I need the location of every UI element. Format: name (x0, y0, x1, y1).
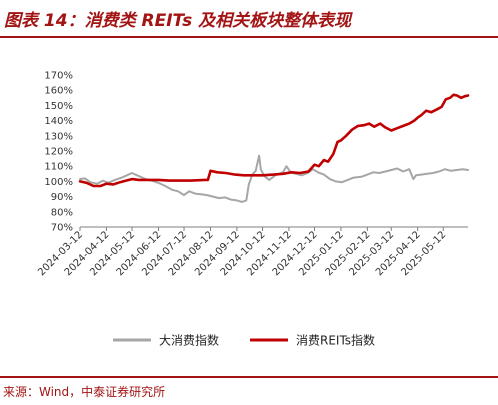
y-tick-label: 160% (44, 86, 73, 97)
y-tick-label: 70% (51, 223, 73, 234)
y-tick-label: 150% (44, 101, 73, 112)
title-divider (0, 36, 498, 38)
y-tick-label: 170% (44, 71, 73, 82)
y-tick-label: 140% (44, 116, 73, 127)
series-line-consumer-reits (78, 93, 470, 188)
y-tick-label: 80% (51, 207, 73, 218)
legend-label: 大消费指数 (159, 333, 219, 348)
y-tick-label: 130% (44, 131, 73, 142)
y-tick-label: 100% (44, 177, 73, 188)
legend-label: 消费REITs指数 (296, 333, 375, 348)
x-tick-label: 2024-03-12 (36, 229, 85, 278)
line-chart: 70% 80% 90% 100% 110% 120% 130% 140% 150% 160% 170… (36, 71, 470, 348)
y-tick-label: 120% (44, 147, 73, 158)
x-axis: 2024-03-122024-04-122024-05-122024-06-12… (36, 226, 468, 278)
source-note: 来源：Wind，中泰证券研究所 (3, 385, 166, 399)
footer-divider (0, 376, 498, 378)
y-axis: 70% 80% 90% 100% 110% 120% 130% 140% 150% 160% 170… (44, 71, 73, 234)
title-bar: 图表 14：消费类 REITs 及相关板块整体表现 (0, 0, 498, 36)
page-title: 图表 14：消费类 REITs 及相关板块整体表现 (4, 11, 352, 31)
legend: 大消费指数 消费REITs指数 (113, 333, 375, 348)
y-tick-label: 90% (51, 192, 73, 203)
y-tick-label: 110% (44, 162, 73, 173)
series-layer (78, 93, 470, 203)
